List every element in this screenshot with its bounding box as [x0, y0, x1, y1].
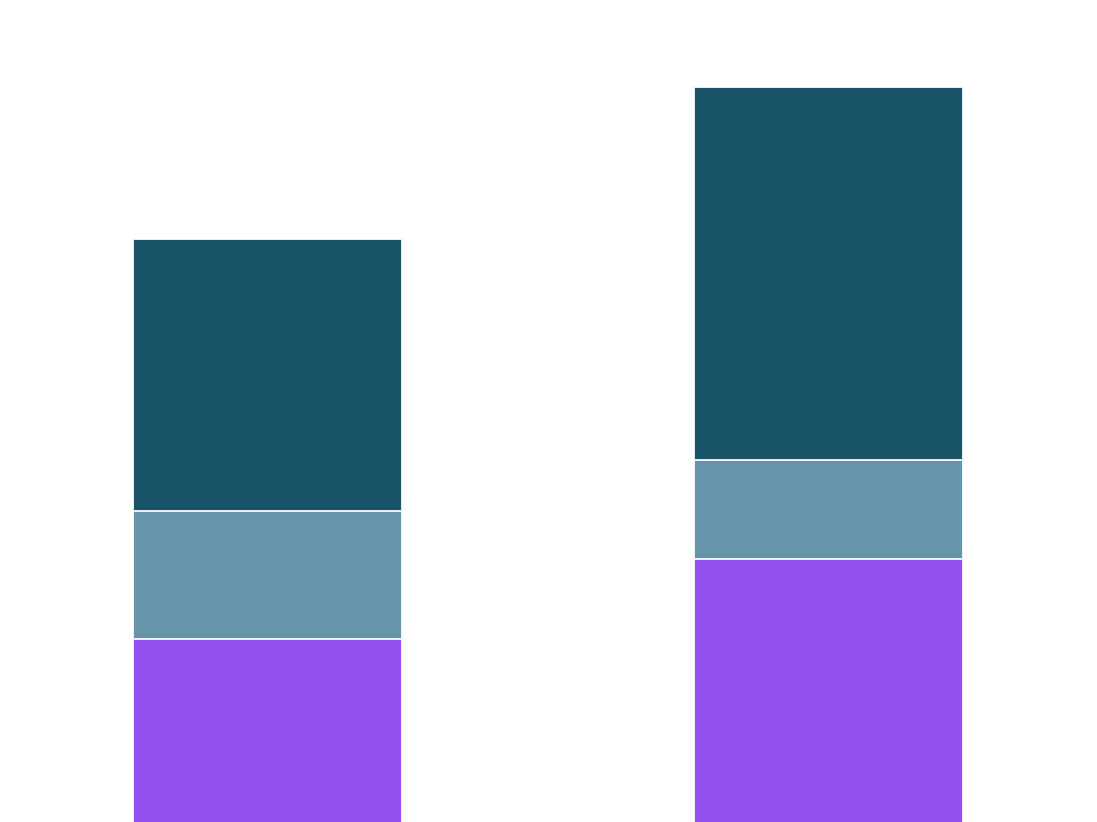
bar-right-segment-dark-teal[interactable]: [694, 87, 963, 460]
bar-left-segment-dark-teal[interactable]: [133, 239, 402, 511]
bar-left-segment-purple[interactable]: [133, 639, 402, 822]
bar-left-segment-medium-blue[interactable]: [133, 511, 402, 639]
bar-right-segment-medium-blue[interactable]: [694, 460, 963, 559]
bar-right-segment-purple[interactable]: [694, 559, 963, 822]
